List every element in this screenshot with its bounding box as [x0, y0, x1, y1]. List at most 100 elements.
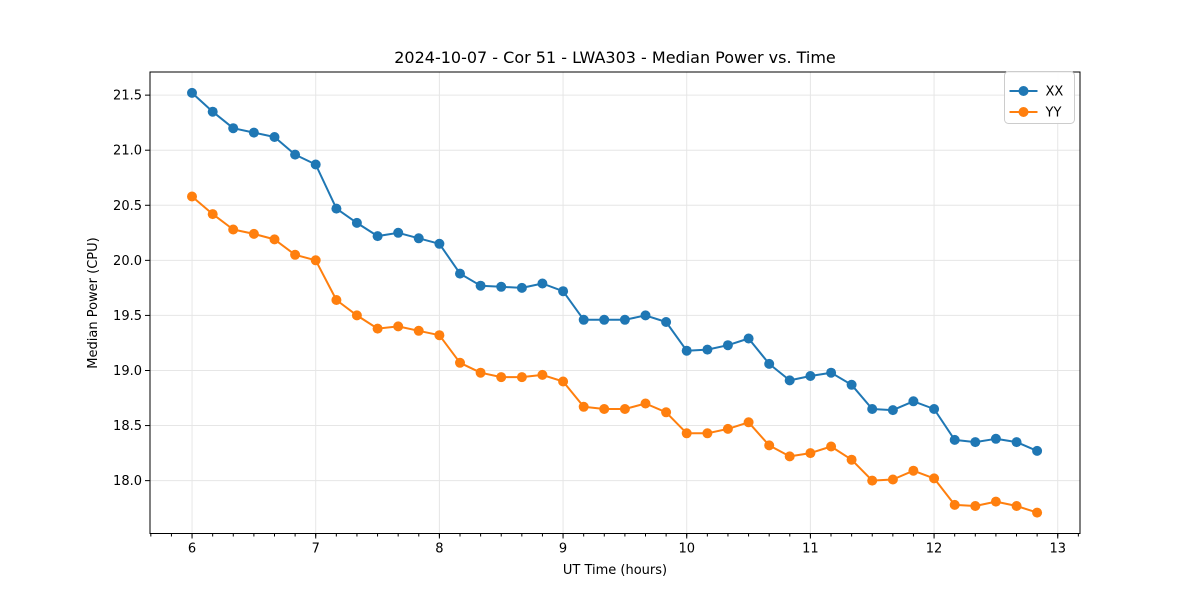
series-yy-point: [990, 496, 1001, 507]
series-xx-point: [331, 203, 342, 214]
series-yy-point: [702, 428, 713, 439]
legend-box: [1004, 71, 1075, 124]
series-yy-point: [516, 372, 527, 383]
series-yy-point: [846, 454, 857, 465]
legend-label-xx: XX: [1046, 85, 1064, 100]
legend-label-yy: YY: [1045, 106, 1062, 121]
series-xx-point: [743, 333, 754, 344]
series-yy-point: [949, 499, 960, 510]
series-yy-point: [640, 398, 651, 409]
series-yy-point: [228, 224, 239, 235]
series-yy-point: [537, 369, 548, 380]
series-yy-line: [191, 195, 1038, 514]
series-xx-point: [599, 314, 610, 325]
series-xx: [187, 87, 1043, 456]
series-yy-point: [351, 310, 362, 321]
series-xx-point: [290, 149, 301, 160]
series-xx-point: [537, 278, 548, 289]
series-xx-point: [846, 379, 857, 390]
series-xx-point: [702, 344, 713, 355]
series-xx-point: [578, 314, 589, 325]
series-yy-point: [187, 191, 197, 202]
series-xx-point: [990, 433, 1001, 444]
x-tick-label: 9: [559, 542, 567, 557]
series-yy-point: [681, 428, 692, 439]
series-yy-point: [310, 255, 321, 266]
axis-ticks: 6 7 8 9 10 11 12 13 18.0 18.5 19.0 19.5 20.0 20.5 21.0…: [113, 89, 1079, 557]
series-xx-point: [681, 345, 692, 356]
y-tick-label: 18.5: [113, 419, 142, 434]
series-xx-point: [413, 233, 424, 244]
series-yy-point: [867, 475, 878, 486]
series-yy-point: [784, 451, 795, 462]
y-tick-label: 20.5: [113, 199, 142, 214]
x-axis-label: UT Time (hours): [563, 563, 667, 578]
series-xx-point: [661, 317, 672, 327]
legend-yy-marker-icon: [1018, 107, 1029, 117]
series-yy-point: [619, 404, 630, 414]
series-yy-point: [455, 357, 465, 368]
series-xx-point: [887, 405, 898, 416]
series-yy-point: [331, 295, 342, 305]
y-axis-label: Median Power (CPU): [86, 237, 101, 368]
series-xx-point: [207, 106, 218, 117]
x-tick-label: 10: [678, 542, 695, 557]
series-xx-point: [248, 127, 259, 138]
series-xx-point: [640, 310, 651, 321]
series-yy-point: [413, 325, 424, 336]
series-xx-point: [558, 286, 569, 297]
series-yy-point: [393, 321, 404, 332]
y-tick-label: 21.5: [113, 89, 142, 104]
series-xx-point: [784, 375, 795, 386]
series-xx-point: [187, 87, 197, 98]
series-yy-point: [290, 249, 301, 260]
series-xx-point: [1011, 437, 1022, 448]
series-yy-point: [929, 473, 940, 484]
plot-border: [149, 71, 1081, 534]
series-yy-point: [970, 501, 981, 511]
series-xx-point: [516, 282, 527, 293]
y-tick-label: 21.0: [113, 144, 142, 159]
series-xx-point: [351, 217, 362, 228]
y-tick-label: 19.0: [113, 364, 142, 379]
series-yy-point: [764, 440, 775, 451]
series-xx-point: [372, 231, 383, 242]
x-tick-label: 6: [188, 542, 196, 557]
series-yy-point: [661, 407, 672, 418]
x-tick-label: 12: [926, 542, 943, 557]
series-yy-point: [248, 228, 259, 239]
series-xx-point: [826, 367, 837, 378]
series-xx-point: [908, 396, 919, 407]
y-tick-label: 20.0: [113, 254, 142, 269]
series-yy-point: [887, 474, 898, 485]
series-yy: [187, 191, 1043, 518]
series-yy-point: [743, 417, 754, 428]
series-xx-point: [434, 238, 445, 249]
x-tick-label: 7: [312, 542, 320, 557]
series-xx-point: [867, 404, 878, 414]
series-yy-point: [1011, 501, 1022, 511]
series-yy-point: [372, 323, 383, 334]
series-xx-point: [1032, 445, 1043, 456]
y-tick-label: 18.0: [113, 474, 142, 489]
series-yy-point: [496, 372, 507, 383]
y-tick-label: 19.5: [113, 309, 142, 324]
series-xx-line: [191, 92, 1038, 452]
series-yy-point: [434, 330, 445, 341]
series-xx-point: [393, 227, 404, 238]
series-xx-point: [764, 358, 775, 369]
series-yy-point: [599, 404, 610, 414]
series-xx-point: [228, 123, 239, 134]
series-yy-point: [722, 423, 733, 434]
x-tick-label: 8: [435, 542, 443, 557]
series: [187, 87, 1043, 518]
series-xx-point: [949, 434, 960, 445]
series-xx-point: [619, 314, 630, 325]
series-yy-point: [578, 401, 589, 412]
series-xx-point: [929, 404, 940, 414]
series-yy-point: [269, 234, 280, 245]
legend-xx-marker-icon: [1018, 86, 1029, 96]
series-xx-point: [475, 280, 486, 291]
